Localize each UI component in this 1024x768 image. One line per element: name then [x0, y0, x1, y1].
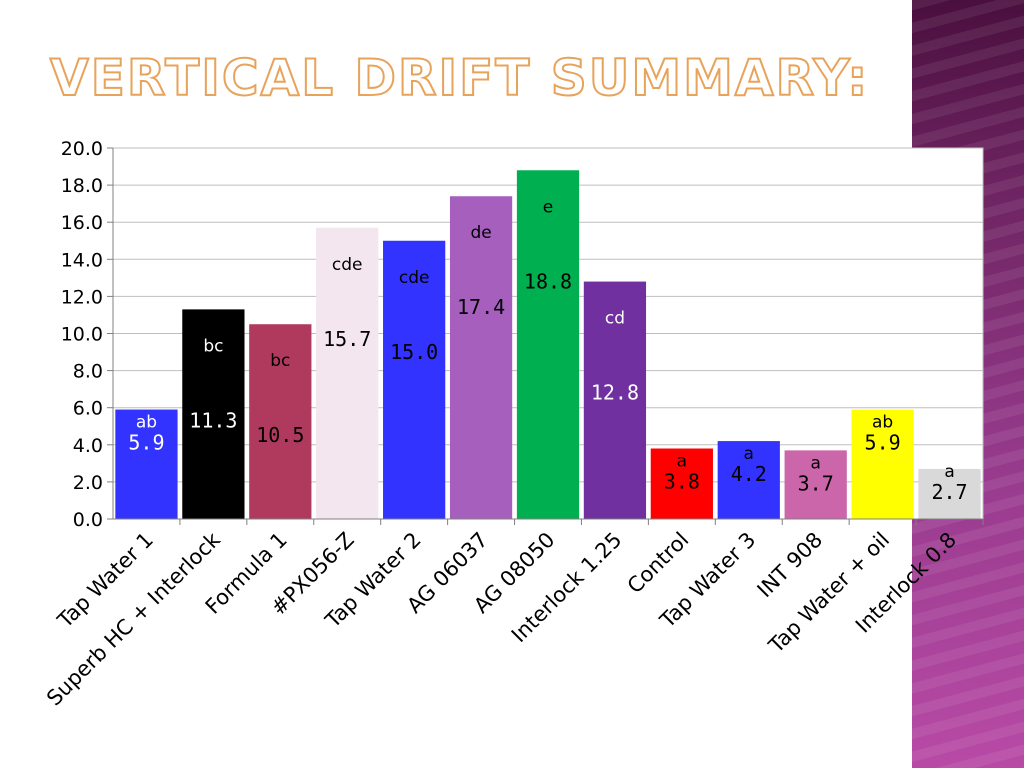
bar [918, 468, 981, 519]
significance-letter: bc [203, 336, 223, 356]
significance-letter: de [470, 223, 491, 243]
y-tick-label: 8.0 [73, 361, 103, 383]
y-tick-label: 0.0 [73, 509, 103, 531]
bar [851, 409, 914, 519]
bar [449, 196, 513, 520]
bar [583, 281, 647, 519]
data-label: 5.9 [128, 431, 164, 455]
data-label: 12.8 [591, 381, 639, 405]
significance-letter: cde [332, 255, 363, 275]
bar [249, 324, 312, 519]
bar [784, 450, 847, 519]
data-label: 5.9 [865, 431, 901, 455]
y-tick-label: 18.0 [61, 175, 103, 197]
significance-letter: a [677, 452, 687, 472]
axes [107, 147, 984, 525]
significance-letters: ab bc bc cde cde de e cd a a a ab a [136, 197, 955, 482]
significance-letter: a [744, 444, 754, 464]
bar [717, 441, 780, 519]
data-labels: 5.9 11.3 10.5 15.7 15.0 17.4 18.8 12.8 3.8 4.2 3.7… [128, 269, 967, 504]
significance-letter: cd [605, 309, 625, 329]
x-tick-label: Tap Water + oil [763, 528, 894, 659]
y-tick-label: 14.0 [61, 249, 103, 271]
significance-letter: e [543, 197, 553, 217]
data-label: 10.5 [256, 423, 304, 447]
significance-letter: a [810, 453, 820, 473]
y-tick-label: 6.0 [73, 398, 103, 420]
data-label: 15.0 [390, 340, 438, 364]
bar [115, 409, 178, 519]
data-label: 18.8 [524, 269, 572, 293]
bar [316, 227, 379, 519]
y-tick-label: 2.0 [73, 472, 103, 494]
significance-letter: ab [872, 413, 893, 433]
bar [516, 170, 580, 519]
data-label: 3.8 [664, 470, 700, 494]
data-label: 11.3 [189, 408, 237, 432]
data-label: 17.4 [457, 295, 505, 319]
bar [383, 240, 446, 519]
bar [182, 309, 245, 519]
y-tick-label: 4.0 [73, 435, 103, 457]
y-tick-label: 20.0 [61, 138, 103, 160]
data-label: 15.7 [323, 327, 371, 351]
data-label: 3.7 [798, 471, 834, 495]
data-label: 2.7 [931, 480, 967, 504]
bar [650, 448, 713, 519]
significance-letter: bc [270, 351, 290, 371]
data-label: 4.2 [731, 462, 767, 486]
y-tick-labels: 0.0 2.0 4.0 6.0 8.0 10.0 12.0 14.0 16.0 18.0 20.0 [61, 138, 103, 531]
bars [115, 170, 981, 520]
y-tick-label: 12.0 [61, 286, 103, 308]
significance-letter: a [944, 462, 954, 482]
significance-letter: ab [136, 413, 157, 433]
y-tick-label: 16.0 [61, 212, 103, 234]
y-tick-label: 10.0 [61, 324, 103, 346]
slide-title: Vertical Drift Summary: [49, 48, 870, 108]
significance-letter: cde [399, 268, 430, 288]
